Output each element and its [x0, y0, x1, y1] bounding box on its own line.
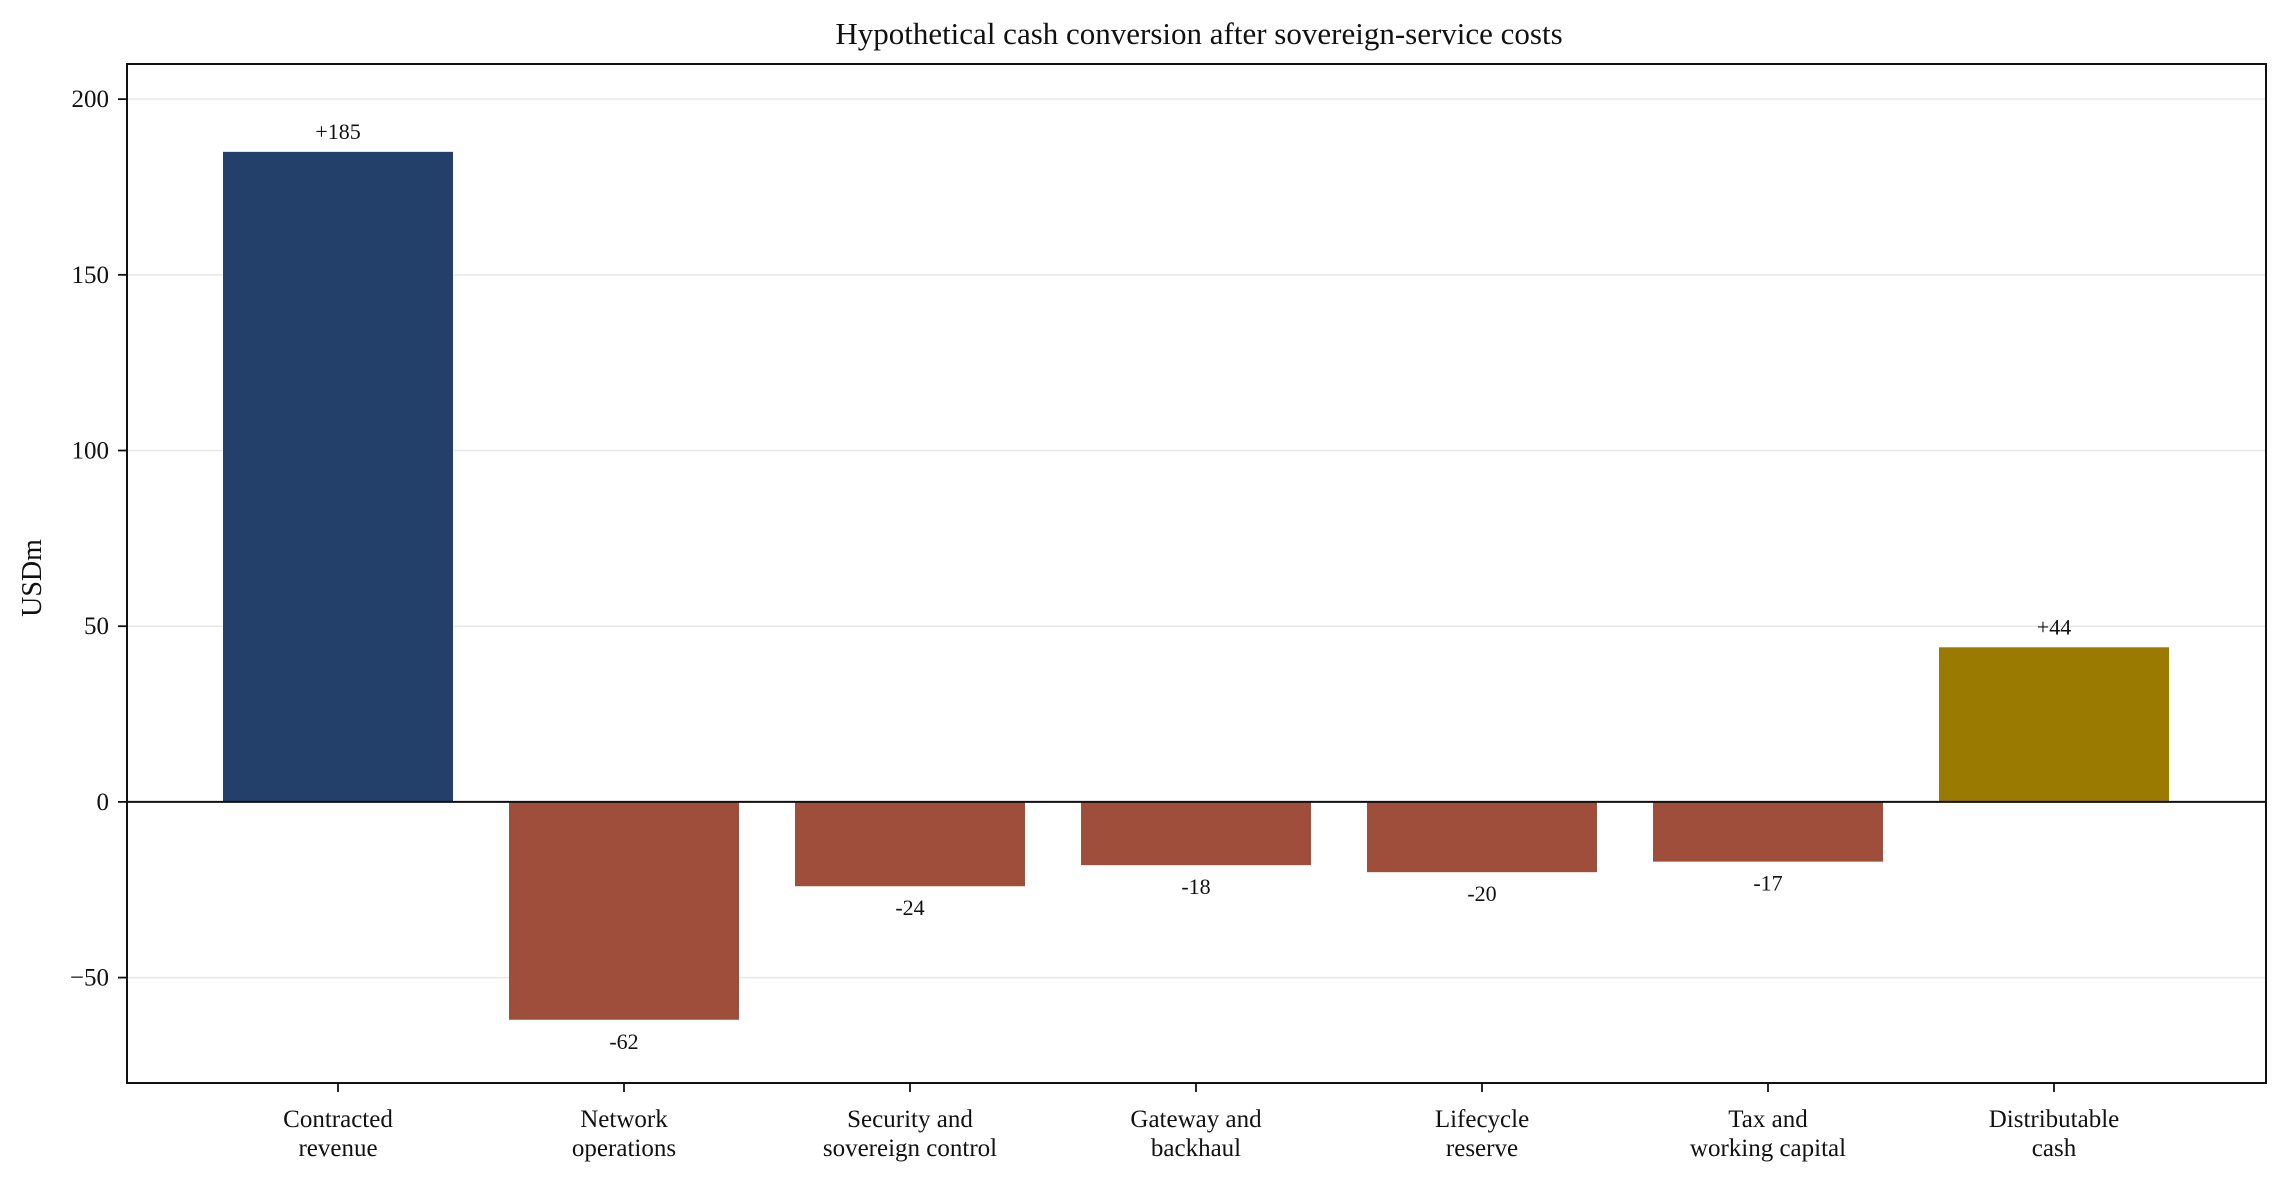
value-label: -62 — [609, 1029, 638, 1054]
bar-layer — [223, 151, 2169, 1020]
y-tick-label: 50 — [84, 613, 109, 640]
y-tick-label: 200 — [72, 86, 110, 113]
y-tick-label: 100 — [72, 438, 110, 465]
bar — [509, 801, 739, 1020]
bar — [223, 151, 453, 802]
x-tick-label: operations — [572, 1135, 676, 1162]
x-tick-label: Security and — [847, 1106, 973, 1133]
value-label: -18 — [1181, 874, 1210, 899]
x-tick-label: Lifecycle — [1435, 1106, 1529, 1133]
y-axis-label: USDm — [17, 539, 48, 617]
y-tick-label: 0 — [97, 789, 110, 816]
x-tick-label: revenue — [298, 1135, 377, 1162]
x-tick-label: cash — [2032, 1135, 2077, 1162]
bar — [1081, 801, 1311, 866]
chart-title: Hypothetical cash conversion after sover… — [835, 16, 1562, 51]
bar — [1367, 801, 1597, 873]
value-label-layer: +185 -62 -24 -18 -20 -17 +44 — [315, 119, 2071, 1054]
value-label: +44 — [2037, 614, 2071, 639]
value-label: -24 — [895, 895, 924, 920]
bar — [1939, 647, 2169, 802]
y-tick-layer: −50 0 50 100 150 200 — [70, 86, 127, 992]
x-tick-label: working capital — [1690, 1135, 1846, 1162]
y-tick-label: 150 — [72, 262, 110, 289]
value-label: -20 — [1467, 881, 1496, 906]
x-tick-label: Network — [580, 1106, 668, 1133]
value-label: -17 — [1753, 871, 1782, 896]
x-tick-label: Gateway and — [1130, 1106, 1262, 1133]
x-tick-label: reserve — [1446, 1135, 1518, 1162]
bar — [1653, 801, 1883, 862]
x-tick-label: sovereign control — [823, 1135, 997, 1162]
x-tick-label: Tax and — [1728, 1106, 1808, 1133]
y-tick-label: −50 — [70, 965, 109, 992]
x-tick-label: Distributable — [1989, 1106, 2120, 1133]
value-label: +185 — [315, 119, 360, 144]
x-tick-label: backhaul — [1151, 1135, 1241, 1162]
x-tick-label: Contracted — [283, 1106, 393, 1133]
bar — [795, 801, 1025, 887]
